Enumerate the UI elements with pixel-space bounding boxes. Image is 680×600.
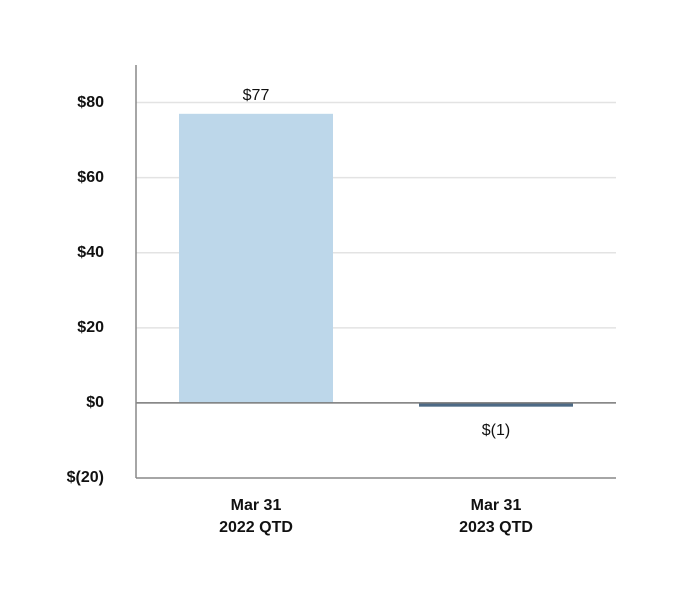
x-tick-label: Mar 31 <box>231 497 282 514</box>
y-tick-label: $(20) <box>67 469 104 486</box>
y-tick-label: $80 <box>77 94 104 111</box>
x-tick-label: 2022 QTD <box>219 519 293 536</box>
value-label: $(1) <box>482 422 510 439</box>
value-label: $77 <box>243 87 270 104</box>
y-tick-label: $20 <box>77 319 104 336</box>
x-tick-label: Mar 31 <box>471 497 522 514</box>
bar <box>179 113 333 403</box>
y-tick-label: $60 <box>77 169 104 186</box>
y-tick-label: $40 <box>77 244 104 261</box>
bar <box>419 402 573 407</box>
y-tick-label: $0 <box>86 394 104 411</box>
x-tick-label: 2023 QTD <box>459 519 533 536</box>
